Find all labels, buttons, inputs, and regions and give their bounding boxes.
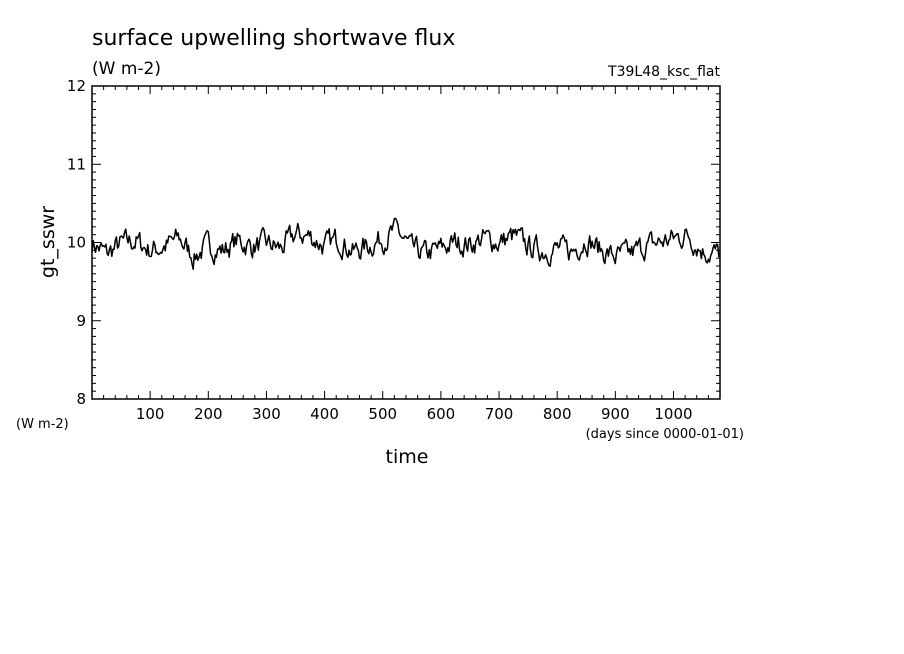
x-tick-label: 800 bbox=[543, 405, 572, 423]
x-axis: 100 200 300 400 500 600 700 800 900 1000 bbox=[103, 86, 709, 423]
x-axis-label: time bbox=[386, 446, 429, 468]
x-tick-label: 100 bbox=[136, 405, 165, 423]
x-tick-label: 200 bbox=[194, 405, 223, 423]
x-tick-label: 400 bbox=[310, 405, 339, 423]
x-tick-label: 900 bbox=[601, 405, 630, 423]
y-tick-label: 8 bbox=[76, 390, 86, 408]
y-tick-label: 12 bbox=[67, 77, 86, 95]
series-group bbox=[91, 217, 721, 270]
y-tick-label: 9 bbox=[76, 312, 86, 330]
y-axis-label: gt_sswr bbox=[37, 206, 59, 278]
x-tick-label: 500 bbox=[368, 405, 397, 423]
y-axis: 8 9 10 11 12 bbox=[67, 77, 720, 408]
x-axis-units: (days since 0000-01-01) bbox=[586, 427, 744, 442]
chart-title: surface upwelling shortwave flux bbox=[92, 26, 455, 51]
x-tick-label: 1000 bbox=[654, 405, 692, 423]
x-tick-label: 600 bbox=[427, 405, 456, 423]
title-units: (W m-2) bbox=[92, 59, 161, 79]
run-label: T39L48_ksc_flat bbox=[607, 64, 720, 80]
y-tick-label: 11 bbox=[67, 155, 86, 173]
series-line bbox=[91, 217, 721, 270]
y-tick-label: 10 bbox=[67, 234, 86, 252]
x-tick-label: 700 bbox=[485, 405, 514, 423]
x-tick-label: 300 bbox=[252, 405, 281, 423]
y-axis-units: (W m-2) bbox=[16, 417, 69, 432]
